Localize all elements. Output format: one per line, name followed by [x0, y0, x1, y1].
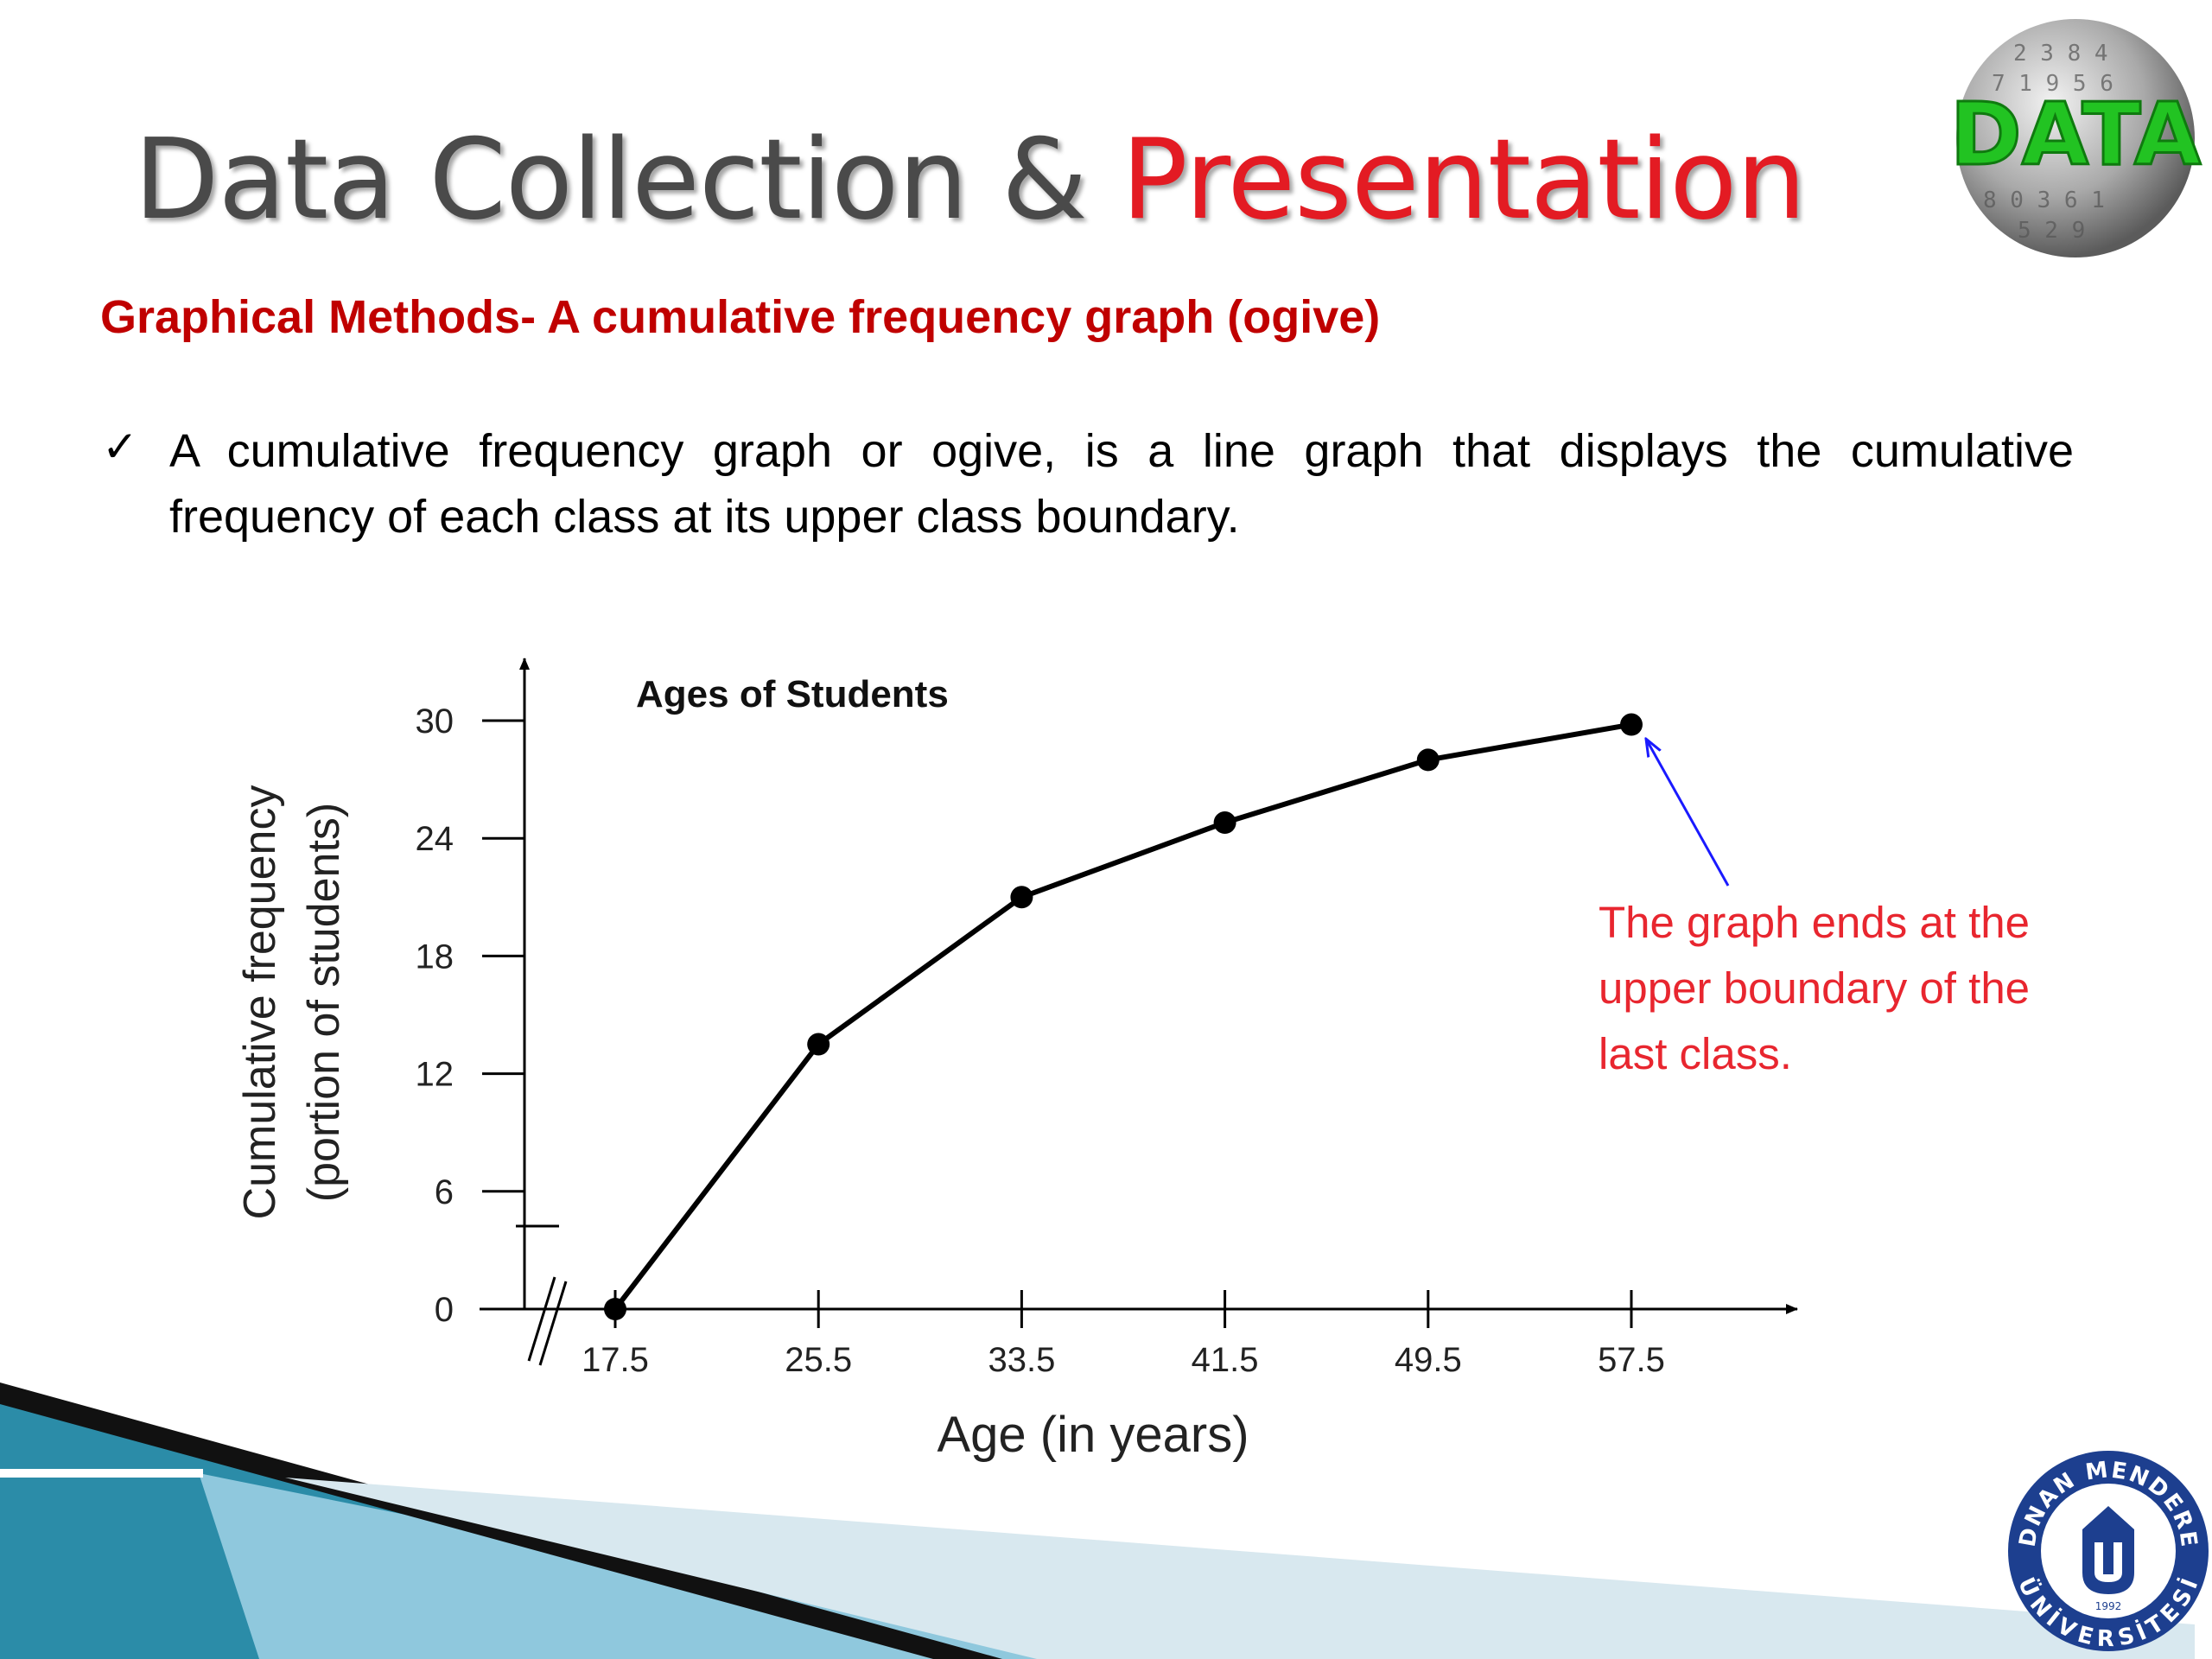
- y-tick-label: 18: [416, 938, 454, 976]
- title-accent: Presentation: [1121, 116, 1807, 245]
- data-point: [807, 1033, 830, 1056]
- title-main: Data Collection &: [134, 116, 1122, 245]
- y-tick-label: 30: [416, 702, 454, 741]
- x-axis-label: Age (in years): [937, 1407, 1249, 1463]
- university-emblem-icon: [2082, 1506, 2134, 1594]
- y-tick-label: 12: [416, 1056, 454, 1094]
- data-point: [604, 1298, 626, 1320]
- y-axis-label: (portion of students): [299, 803, 349, 1202]
- y-tick-label: 0: [435, 1291, 454, 1329]
- slide-title: Data Collection & Presentation: [134, 125, 1806, 236]
- checkmark-icon: ✓: [102, 422, 138, 472]
- slide-subtitle: Graphical Methods- A cumulative frequenc…: [100, 291, 1381, 343]
- x-tick-label: 17.5: [582, 1341, 649, 1379]
- corner-decoration-pale: [285, 1478, 2195, 1659]
- axis-break-mark: [527, 1276, 556, 1362]
- svg-text:2 3 8 4: 2 3 8 4: [2013, 41, 2108, 67]
- x-tick-label: 41.5: [1192, 1341, 1259, 1379]
- data-point: [1010, 886, 1033, 909]
- x-tick-label: 33.5: [988, 1341, 1055, 1379]
- x-tick-label: 49.5: [1395, 1341, 1462, 1379]
- chart-title: Ages of Students: [636, 673, 949, 715]
- data-ball-logo: 2 3 8 4 7 1 9 5 6 8 0 3 6 1 5 2 9 DATA: [1948, 19, 2202, 257]
- university-year: 1992: [2095, 1600, 2122, 1612]
- data-point: [1620, 713, 1643, 736]
- annotation-text: The graph ends at the upper boundary of …: [1599, 898, 2031, 1078]
- data-point: [1416, 748, 1440, 772]
- annotation-arrow: [1647, 741, 1730, 887]
- data-point: [1213, 811, 1236, 835]
- y-tick-label: 24: [416, 820, 454, 858]
- axis-break-mark: [538, 1281, 568, 1366]
- y-tick-label: 6: [435, 1173, 454, 1211]
- x-tick-label: 57.5: [1598, 1341, 1665, 1379]
- ogive-line: [613, 721, 1632, 1311]
- bullet-text: A cumulative frequency graph or ogive, i…: [169, 425, 2074, 543]
- svg-text:8 0 3 6 1: 8 0 3 6 1: [1983, 188, 2105, 213]
- x-tick-label: 25.5: [785, 1341, 852, 1379]
- svg-text:5 2 9: 5 2 9: [2018, 218, 2085, 244]
- y-axis-label: Cumulative frequency: [235, 785, 285, 1220]
- data-ball-text: DATA: [1950, 84, 2201, 185]
- svg-text:7 1 9 5 6: 7 1 9 5 6: [1992, 71, 2113, 97]
- university-logo: ADNAN MENDERES ÜNİVERSİTESİ 1992: [2005, 1447, 2209, 1652]
